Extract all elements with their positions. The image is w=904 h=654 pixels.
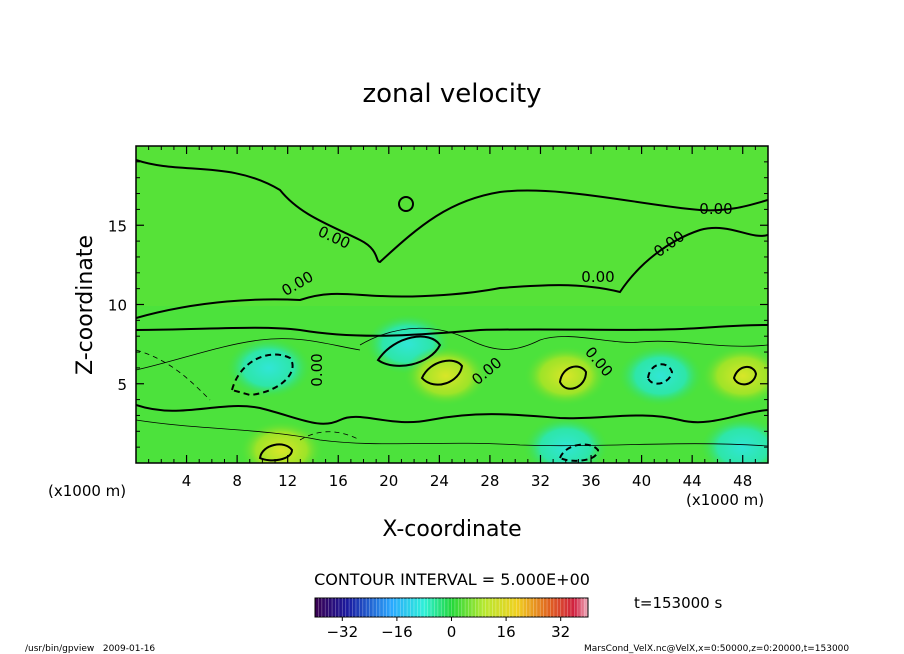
extremum-negative-8 xyxy=(700,417,768,463)
contour-label: 0.00 xyxy=(308,353,326,386)
colorbar-tick-label: 0 xyxy=(447,623,457,641)
extremum-positive-4 xyxy=(523,345,608,406)
chart-title: zonal velocity xyxy=(362,79,541,109)
contour-small-island xyxy=(398,196,414,212)
y-axis: 5 10 15 xyxy=(108,161,768,448)
upper-field xyxy=(136,146,768,306)
extremum-negative-0 xyxy=(226,337,311,398)
contour-interval-label: CONTOUR INTERVAL = 5.000E+00 xyxy=(314,570,590,589)
colorbar: −32 −16 0 16 32 xyxy=(314,597,589,641)
contour-neg-right xyxy=(646,363,674,385)
contour-upper xyxy=(136,159,768,264)
y-tick-label: 10 xyxy=(108,297,127,315)
contour-bottom-band xyxy=(136,404,768,425)
colorbar-ticks: −32 −16 0 16 32 xyxy=(326,617,570,641)
x-unit-label-right: (x1000 m) xyxy=(686,491,764,509)
y-axis-title: Z-coordinate xyxy=(73,235,98,375)
contour-labels: 0.00 0.00 0.00 0.00 0.00 0.00 0.00 0.00 xyxy=(279,200,733,389)
contour-neg-center xyxy=(376,335,442,367)
extremum-negative-5 xyxy=(523,417,608,463)
x-unit-label-left: (x1000 m) xyxy=(48,482,126,500)
extremum-positive-7 xyxy=(700,345,768,406)
colorbar-tick-label: 16 xyxy=(497,623,516,641)
colorbar-tick-label: −32 xyxy=(326,623,358,641)
contour-thin-lines xyxy=(136,327,768,447)
time-label: t=153000 s xyxy=(634,594,722,612)
colorbar-tick-label: −16 xyxy=(381,623,413,641)
extremum-negative-6 xyxy=(618,345,703,406)
plot-area xyxy=(136,146,768,463)
contour-mid xyxy=(136,226,768,319)
y-tick-label: 5 xyxy=(117,376,127,394)
colorbar-tick-label: 32 xyxy=(551,623,570,641)
x-tick-label: 12 xyxy=(278,472,297,490)
x-tick-label: 20 xyxy=(379,472,398,490)
extremum-positive-1 xyxy=(239,420,324,463)
x-tick-label: 24 xyxy=(430,472,449,490)
x-tick-label: 40 xyxy=(632,472,651,490)
x-axis-title: X-coordinate xyxy=(382,517,521,542)
footer-left: /usr/bin/gpview 2009-01-16 xyxy=(25,644,155,654)
contour-lines xyxy=(136,159,768,462)
footer-right: MarsCond_VelX.nc@VelX,x=0:50000,z=0:2000… xyxy=(584,644,849,654)
contour-pos-bottom xyxy=(258,443,294,462)
contour-pos-far-right xyxy=(732,366,758,386)
x-tick-label: 28 xyxy=(480,472,499,490)
x-tick-label: 4 xyxy=(182,472,192,490)
x-tick-label: 44 xyxy=(683,472,702,490)
x-tick-label: 32 xyxy=(531,472,550,490)
x-tick-label: 48 xyxy=(733,472,752,490)
contour-pos-right xyxy=(558,365,588,390)
contour-pos-center xyxy=(420,359,464,386)
contour-label: 0.00 xyxy=(581,268,614,286)
extrema-layer xyxy=(226,314,768,463)
contour-lower xyxy=(136,324,768,337)
x-tick-label: 16 xyxy=(329,472,348,490)
contour-neg-left xyxy=(230,353,294,397)
x-tick-label: 36 xyxy=(581,472,600,490)
x-tick-label: 8 xyxy=(232,472,242,490)
colorbar-stripes xyxy=(318,598,585,617)
y-tick-label: 15 xyxy=(108,217,127,235)
x-axis: 4 8 12 16 20 24 28 32 36 40 44 48 xyxy=(148,146,756,490)
contour-label: 0.00 xyxy=(699,200,732,218)
contour-neg-bottom xyxy=(558,443,600,462)
